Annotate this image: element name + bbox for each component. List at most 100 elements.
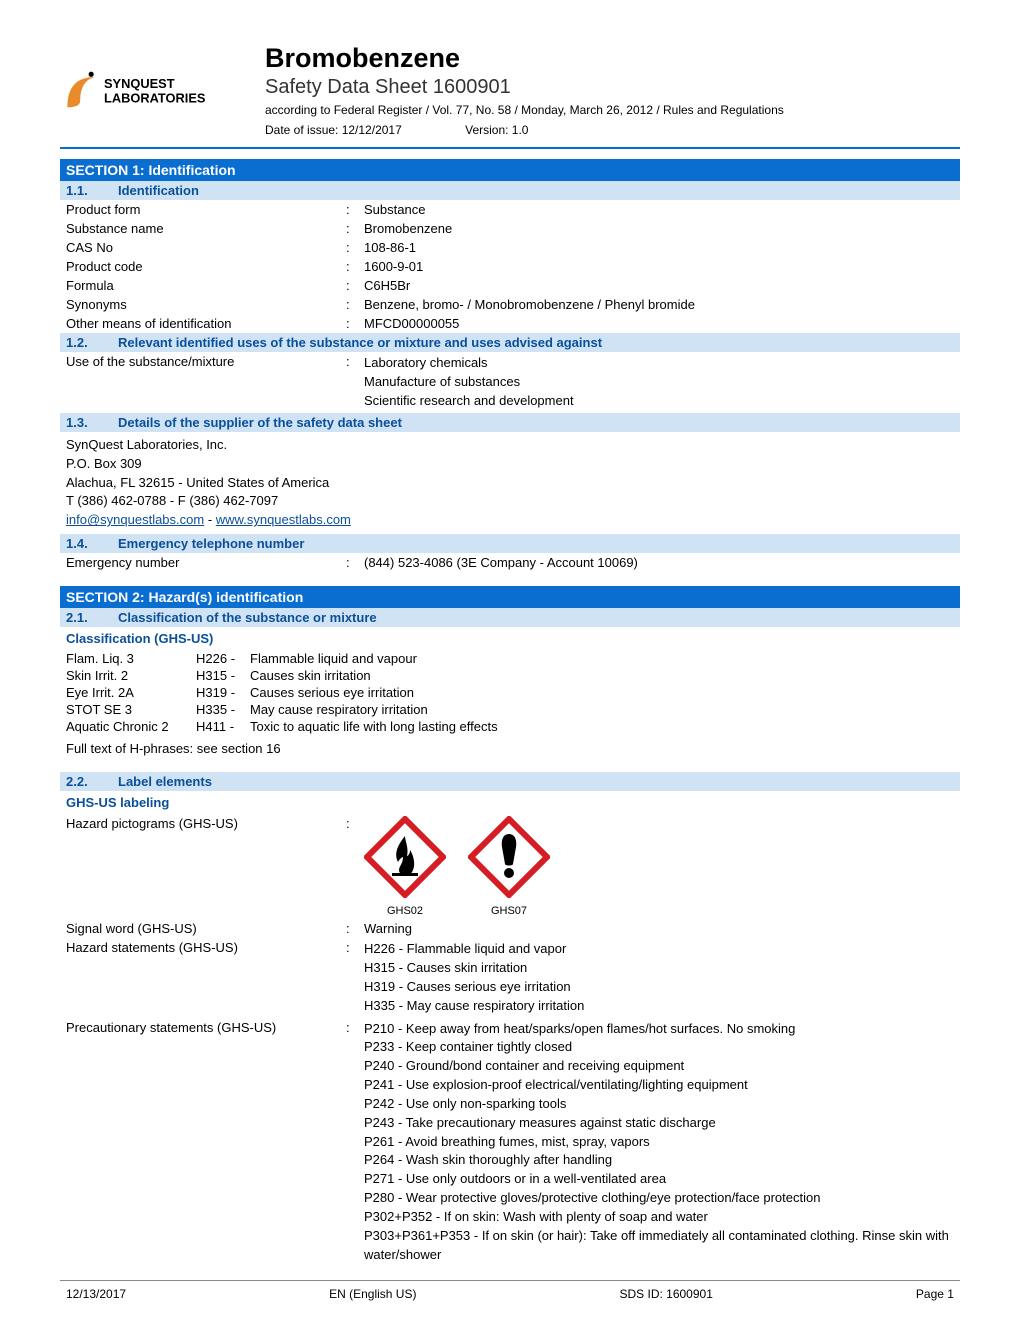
regulation-line: according to Federal Register / Vol. 77,… [265, 103, 960, 117]
field-value: 1600-9-01 [364, 259, 954, 274]
pictogram-label: Hazard pictograms (GHS-US) [66, 816, 346, 831]
subsection-title: Details of the supplier of the safety da… [118, 415, 402, 430]
logo: SYNQUEST LABORATORIES [60, 42, 265, 124]
hazard-code: H315 - [196, 668, 250, 683]
emergency-value: (844) 523-4086 (3E Company - Account 100… [364, 555, 954, 570]
identification-row: Product code:1600-9-01 [60, 257, 960, 276]
svg-text:SYNQUEST: SYNQUEST [104, 76, 175, 91]
hazard-text: May cause respiratory irritation [250, 702, 954, 717]
date-of-issue: Date of issue: 12/12/2017 [265, 123, 402, 137]
hazard-classification-row: Aquatic Chronic 2H411 -Toxic to aquatic … [60, 718, 960, 735]
hazard-classification-row: STOT SE 3H335 -May cause respiratory irr… [60, 701, 960, 718]
hazard-classification-row: Skin Irrit. 2H315 -Causes skin irritatio… [60, 667, 960, 684]
subsection-title: Identification [118, 183, 199, 198]
hazard-text: Causes serious eye irritation [250, 685, 954, 700]
subsection-title: Emergency telephone number [118, 536, 304, 551]
subsection-title: Classification of the substance or mixtu… [118, 610, 377, 625]
precautionary-statements-label: Precautionary statements (GHS-US) [66, 1020, 346, 1265]
classification-heading: Classification (GHS-US) [60, 627, 960, 650]
section2-1-header: 2.1. Classification of the substance or … [60, 608, 960, 627]
subsection-num: 2.2. [66, 774, 118, 789]
hazard-class: Eye Irrit. 2A [66, 685, 196, 700]
precautionary-statements-value: P210 - Keep away from heat/sparks/open f… [364, 1020, 954, 1265]
subsection-num: 1.4. [66, 536, 118, 551]
ghs-flame-icon [364, 816, 446, 898]
hazard-text: Causes skin irritation [250, 668, 954, 683]
emergency-label: Emergency number [66, 555, 346, 570]
pictogram-code: GHS07 [468, 905, 550, 917]
field-label: Formula [66, 278, 346, 293]
subsection-num: 1.3. [66, 415, 118, 430]
subsection-title: Label elements [118, 774, 212, 789]
hazard-text: Toxic to aquatic life with long lasting … [250, 719, 954, 734]
pictogram-code: GHS02 [364, 905, 446, 917]
field-label: Other means of identification [66, 316, 346, 331]
hazard-class: Flam. Liq. 3 [66, 651, 196, 666]
top-divider [60, 147, 960, 149]
hazard-class: STOT SE 3 [66, 702, 196, 717]
section2-2-header: 2.2. Label elements [60, 772, 960, 791]
supplier-web-link[interactable]: www.synquestlabs.com [216, 512, 351, 527]
identification-row: Other means of identification:MFCD000000… [60, 314, 960, 333]
hazard-classification-row: Eye Irrit. 2AH319 -Causes serious eye ir… [60, 684, 960, 701]
supplier-line: P.O. Box 309 [66, 455, 954, 474]
field-label: Product code [66, 259, 346, 274]
document-header: SYNQUEST LABORATORIES Bromobenzene Safet… [60, 42, 960, 137]
hazard-code: H335 - [196, 702, 250, 717]
field-value: C6H5Br [364, 278, 954, 293]
identification-row: Formula:C6H5Br [60, 276, 960, 295]
supplier-address: SynQuest Laboratories, Inc.P.O. Box 309A… [60, 432, 960, 534]
identification-row: CAS No:108-86-1 [60, 238, 960, 257]
signal-word-label: Signal word (GHS-US) [66, 921, 346, 936]
subsection-num: 1.1. [66, 183, 118, 198]
use-value: Laboratory chemicalsManufacture of subst… [364, 354, 954, 411]
section1-4-header: 1.4. Emergency telephone number [60, 534, 960, 553]
field-label: Product form [66, 202, 346, 217]
field-label: Substance name [66, 221, 346, 236]
identification-row: Synonyms:Benzene, bromo- / Monobromobenz… [60, 295, 960, 314]
field-value: 108-86-1 [364, 240, 954, 255]
identification-row: Substance name:Bromobenzene [60, 219, 960, 238]
section1-1-header: 1.1. Identification [60, 181, 960, 200]
hazard-code: H319 - [196, 685, 250, 700]
signal-word-value: Warning [364, 921, 954, 936]
footer-date: 12/13/2017 [66, 1287, 126, 1301]
supplier-line: SynQuest Laboratories, Inc. [66, 436, 954, 455]
page-footer: 12/13/2017 EN (English US) SDS ID: 16009… [60, 1287, 960, 1301]
signal-word-row: Signal word (GHS-US) : Warning [60, 919, 960, 938]
supplier-email-link[interactable]: info@synquestlabs.com [66, 512, 204, 527]
field-value: Substance [364, 202, 954, 217]
field-label: Synonyms [66, 297, 346, 312]
supplier-line: T (386) 462-0788 - F (386) 462-7097 [66, 492, 954, 511]
hazard-statements-label: Hazard statements (GHS-US) [66, 940, 346, 1015]
use-row: Use of the substance/mixture : Laborator… [60, 352, 960, 413]
hazard-statements-value: H226 - Flammable liquid and vaporH315 - … [364, 940, 954, 1015]
footer-lang: EN (English US) [329, 1287, 416, 1301]
hazard-code: H411 - [196, 719, 250, 734]
pictogram-row: Hazard pictograms (GHS-US) : GHS02 GHS07 [60, 814, 960, 919]
meta-line: Date of issue: 12/12/2017 Version: 1.0 [265, 123, 960, 137]
ghs-exclamation-icon [468, 816, 550, 898]
field-value: MFCD00000055 [364, 316, 954, 331]
footer-sdsid: SDS ID: 1600901 [619, 1287, 712, 1301]
footer-divider [60, 1280, 960, 1281]
svg-text:LABORATORIES: LABORATORIES [104, 91, 206, 106]
section1-header: SECTION 1: Identification [60, 159, 960, 181]
hazard-code: H226 - [196, 651, 250, 666]
section2-header: SECTION 2: Hazard(s) identification [60, 586, 960, 608]
page-subtitle: Safety Data Sheet 1600901 [265, 76, 960, 99]
supplier-line: Alachua, FL 32615 - United States of Ame… [66, 474, 954, 493]
field-value: Bromobenzene [364, 221, 954, 236]
hazard-text: Flammable liquid and vapour [250, 651, 954, 666]
section1-2-header: 1.2. Relevant identified uses of the sub… [60, 333, 960, 352]
section1-3-header: 1.3. Details of the supplier of the safe… [60, 413, 960, 432]
hazard-statements-row: Hazard statements (GHS-US) : H226 - Flam… [60, 938, 960, 1017]
version-label: Version: 1.0 [465, 123, 528, 137]
hazard-class: Skin Irrit. 2 [66, 668, 196, 683]
labeling-heading: GHS-US labeling [60, 791, 960, 814]
emergency-row: Emergency number : (844) 523-4086 (3E Co… [60, 553, 960, 572]
hazard-classification-row: Flam. Liq. 3H226 -Flammable liquid and v… [60, 650, 960, 667]
field-label: CAS No [66, 240, 346, 255]
subsection-num: 2.1. [66, 610, 118, 625]
supplier-dash: - [204, 512, 216, 527]
